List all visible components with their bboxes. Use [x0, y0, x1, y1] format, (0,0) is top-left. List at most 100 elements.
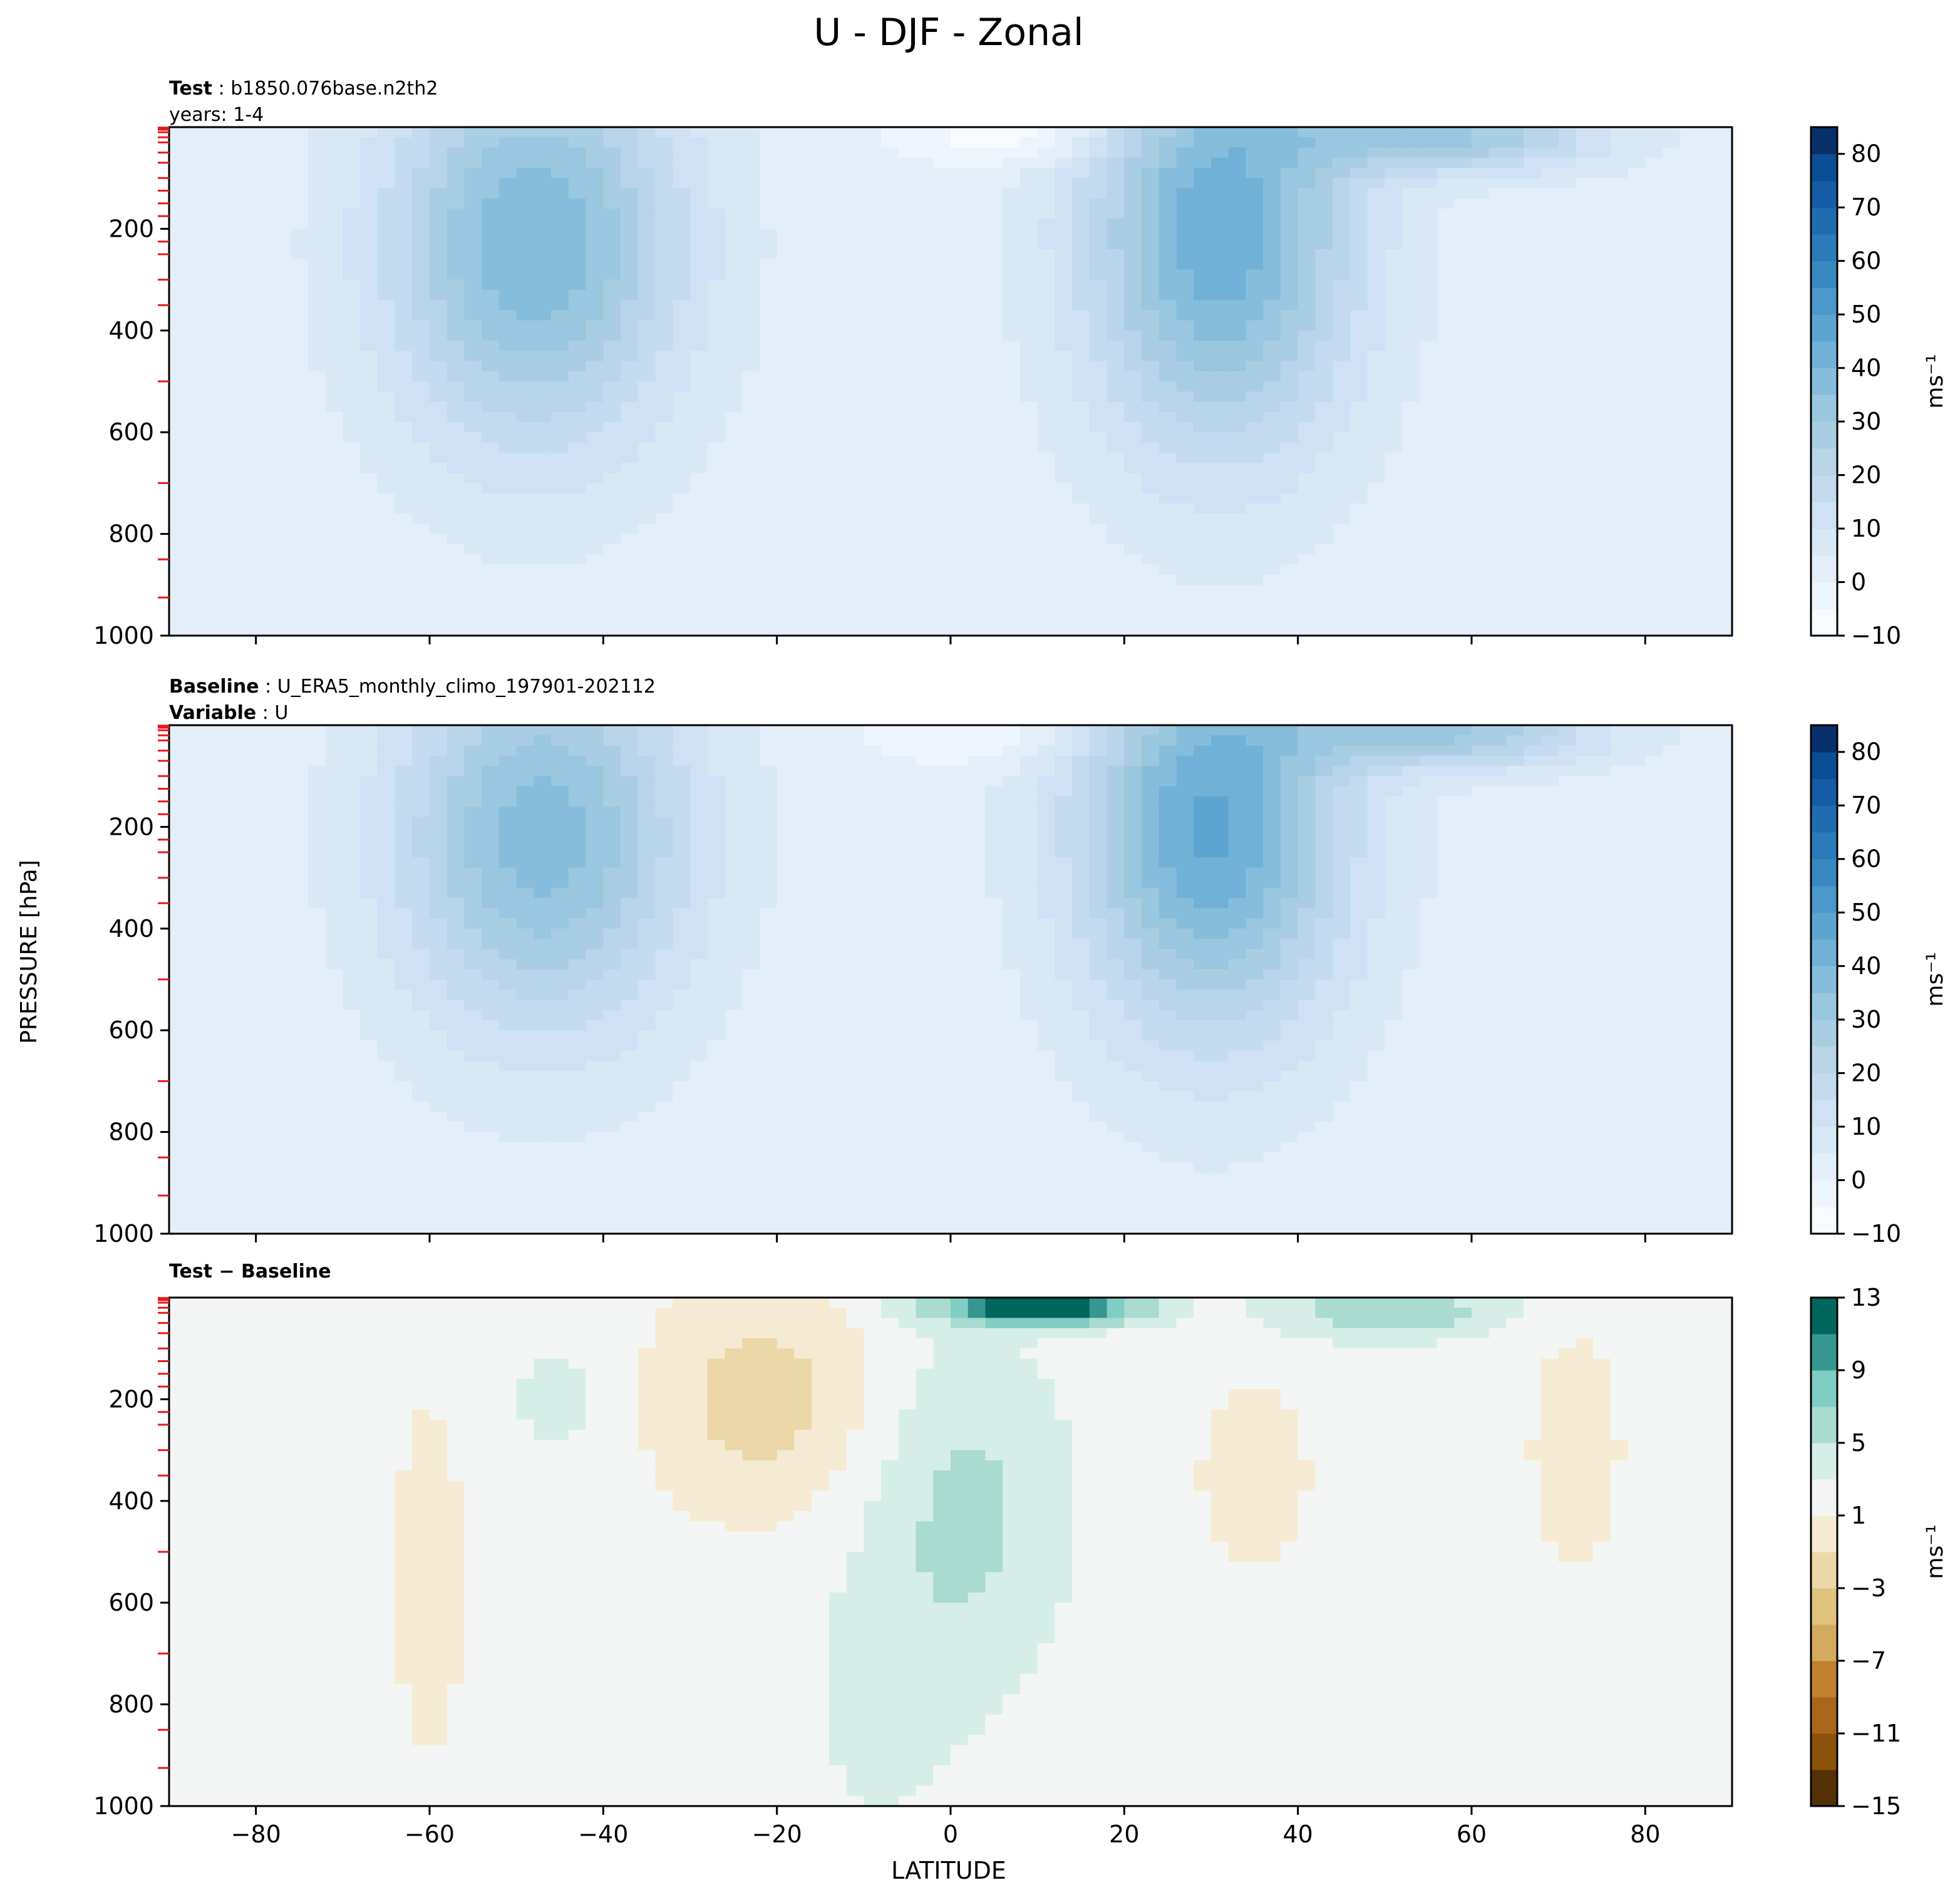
- contour-cell: [1072, 574, 1090, 586]
- contour-cell: [1436, 219, 1455, 230]
- contour-cell: [1663, 249, 1681, 260]
- contour-cell: [585, 178, 604, 189]
- contour-cell: [446, 300, 465, 311]
- contour-cell: [985, 473, 1003, 484]
- contour-cell: [1246, 725, 1264, 736]
- contour-cell: [395, 755, 413, 767]
- contour-cell: [759, 411, 778, 423]
- contour-cell: [1436, 279, 1455, 291]
- contour-cell: [1349, 289, 1368, 301]
- contour-cell: [1158, 442, 1177, 453]
- contour-cell: [1402, 157, 1420, 168]
- contour-cell: [1228, 229, 1247, 240]
- contour-cell: [307, 462, 326, 473]
- contour-cell: [1297, 147, 1316, 158]
- contour-cell: [1663, 310, 1681, 321]
- contour-cell: [551, 208, 569, 219]
- contour-cell: [325, 371, 344, 382]
- contour-cell: [1194, 341, 1212, 352]
- contour-cell: [1454, 279, 1472, 291]
- contour-cell: [1124, 208, 1142, 219]
- contour-cell: [464, 320, 482, 331]
- contour-cell: [343, 615, 361, 626]
- contour-cell: [1506, 605, 1524, 616]
- contour-cell: [655, 279, 674, 291]
- contour-cell: [864, 462, 882, 473]
- contour-cell: [360, 249, 378, 260]
- contour-cell: [1158, 401, 1177, 413]
- contour-cell: [551, 178, 569, 189]
- contour-cell: [1263, 198, 1281, 209]
- contour-cell: [690, 544, 708, 555]
- contour-cell: [360, 554, 378, 565]
- contour-cell: [1142, 300, 1160, 311]
- contour-cell: [498, 208, 517, 219]
- contour-cell: [360, 605, 378, 616]
- contour-cell: [742, 524, 760, 535]
- contour-cell: [776, 239, 795, 250]
- contour-cell: [1367, 249, 1386, 260]
- contour-cell: [707, 524, 726, 535]
- contour-cell: [776, 462, 795, 473]
- contour-cell: [1297, 219, 1316, 230]
- contour-cell: [1124, 249, 1142, 260]
- contour-cell: [585, 584, 604, 596]
- contour-cell: [846, 755, 865, 767]
- contour-cell: [846, 421, 865, 433]
- contour-cell: [446, 269, 465, 281]
- contour-cell: [1697, 584, 1716, 596]
- contour-cell: [1402, 421, 1420, 433]
- contour-cell: [1506, 310, 1524, 321]
- contour-cell: [742, 188, 760, 199]
- contour-cell: [464, 188, 482, 199]
- contour-cell: [273, 147, 291, 158]
- contour-cell: [1142, 239, 1160, 250]
- contour-cell: [1524, 605, 1542, 616]
- contour-cell: [621, 178, 639, 189]
- contour-cell: [1367, 595, 1386, 606]
- contour-cell: [307, 765, 326, 777]
- contour-cell: [1524, 483, 1542, 494]
- contour-cell: [446, 483, 465, 494]
- contour-cell: [621, 300, 639, 311]
- contour-cell: [1297, 584, 1316, 596]
- contour-cell: [1488, 473, 1507, 484]
- contour-cell: [742, 178, 760, 189]
- contour-cell: [1419, 493, 1438, 504]
- contour-cell: [1158, 341, 1177, 352]
- contour-cell: [1419, 198, 1438, 209]
- contour-cell: [307, 381, 326, 393]
- contour-cell: [498, 755, 517, 767]
- contour-cell: [1558, 208, 1577, 219]
- contour-cell: [967, 279, 986, 291]
- contour-cell: [221, 625, 239, 636]
- contour-cell: [516, 178, 535, 189]
- contour-cell: [1419, 605, 1438, 616]
- contour-cell: [1627, 178, 1646, 189]
- contour-cell: [828, 229, 847, 240]
- contour-cell: [1037, 381, 1056, 393]
- contour-cell: [655, 229, 674, 240]
- contour-cell: [1019, 625, 1038, 636]
- contour-cell: [1419, 361, 1438, 372]
- contour-cell: [1558, 432, 1577, 443]
- contour-cell: [1385, 381, 1403, 393]
- contour-cell: [1506, 595, 1524, 606]
- contour-cell: [1524, 289, 1542, 301]
- contour-cell: [1645, 300, 1663, 311]
- contour-cell: [360, 259, 378, 271]
- contour-cell: [516, 198, 535, 209]
- contour-cell: [585, 208, 604, 219]
- contour-cell: [1627, 269, 1646, 281]
- contour-cell: [273, 371, 291, 382]
- contour-cell: [1679, 208, 1698, 219]
- colorbar-tick-label: 60: [1851, 247, 1881, 275]
- contour-cell: [1697, 351, 1716, 362]
- contour-cell: [1124, 605, 1142, 616]
- contour-cell: [1454, 249, 1472, 260]
- contour-cell: [221, 755, 239, 767]
- contour-cell: [1576, 137, 1594, 148]
- contour-cell: [1593, 473, 1611, 484]
- contour-cell: [1367, 320, 1386, 331]
- contour-cell: [690, 371, 708, 382]
